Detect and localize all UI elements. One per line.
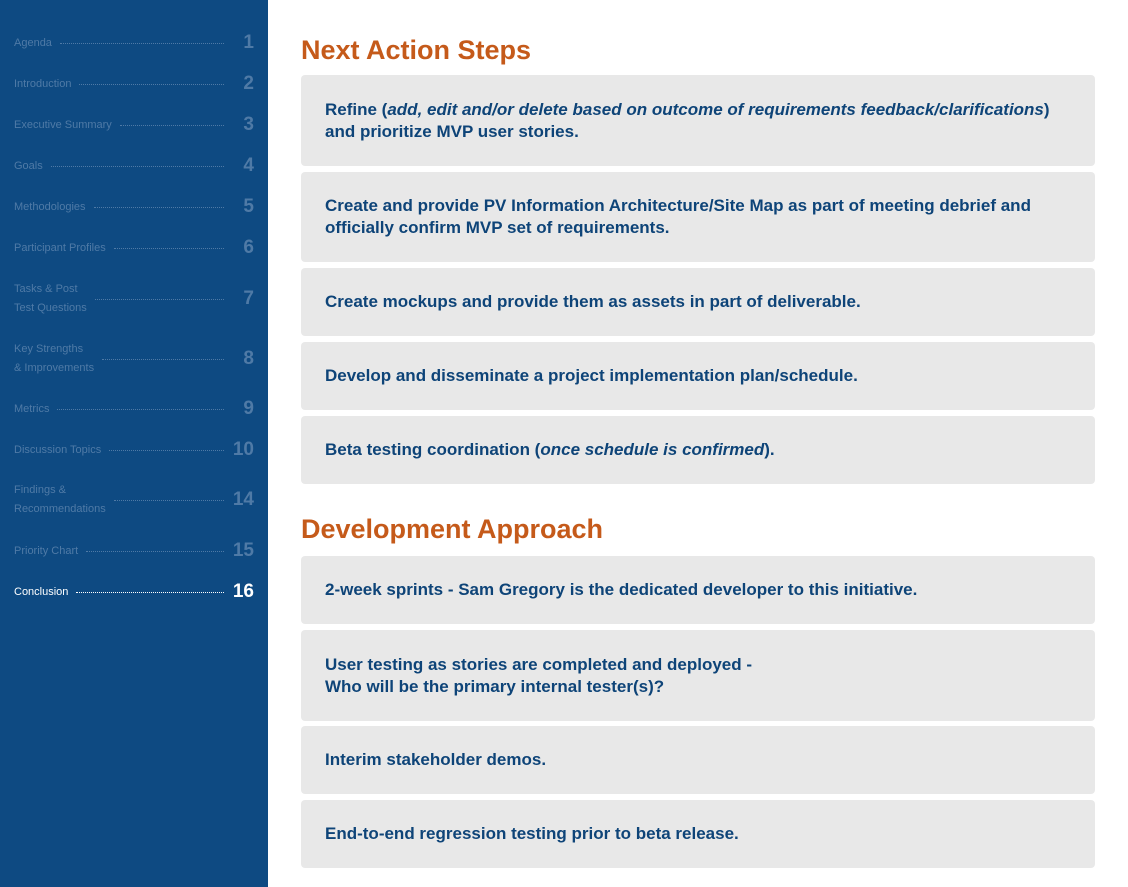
- development-approach-title: Development Approach: [301, 514, 604, 544]
- dotted-leader: [94, 298, 224, 300]
- card-text: Develop and disseminate a project implem…: [325, 366, 858, 385]
- approach-card: User testing as stories are completed an…: [301, 630, 1095, 721]
- sidebar-item-page-number: 10: [232, 439, 254, 460]
- dotted-leader: [50, 165, 224, 167]
- dotted-leader: [79, 83, 224, 85]
- approach-card: Interim stakeholder demos.: [301, 726, 1095, 794]
- sidebar-item-page-number: 2: [243, 73, 254, 94]
- dotted-leader: [109, 449, 224, 451]
- approach-card: 2-week sprints - Sam Gregory is the dedi…: [301, 556, 1095, 624]
- sidebar-item-page-number: 4: [243, 155, 254, 176]
- sidebar-item-page-number: 7: [243, 288, 254, 309]
- dotted-leader: [86, 550, 224, 552]
- sidebar-item-page-number: 3: [243, 114, 254, 135]
- sidebar-item-page-number: 9: [243, 398, 254, 419]
- sidebar-item-page-number: 14: [232, 489, 254, 510]
- sidebar-item-page-number: 1: [243, 32, 254, 53]
- action-step-card: Develop and disseminate a project implem…: [301, 342, 1095, 410]
- action-step-card: Create mockups and provide them as asset…: [301, 268, 1095, 336]
- sidebar-item-label: Methodologies: [14, 200, 86, 213]
- dotted-leader: [113, 499, 224, 501]
- sidebar-item-label: Agenda: [14, 36, 52, 49]
- sidebar-item[interactable]: Agenda 1: [14, 32, 254, 53]
- sidebar-item[interactable]: Executive Summary 3: [14, 114, 254, 135]
- sidebar-item[interactable]: Findings & Recommendations 14: [14, 481, 254, 519]
- sidebar-item-label: Participant Profiles: [14, 241, 106, 254]
- sidebar-item-label: Metrics: [14, 402, 50, 415]
- sidebar-item-label: Introduction: [14, 77, 72, 90]
- dotted-leader: [113, 247, 224, 249]
- sidebar-item-page-number: 8: [243, 348, 254, 369]
- card-text: End-to-end regression testing prior to b…: [325, 824, 739, 843]
- approach-card: End-to-end regression testing prior to b…: [301, 800, 1095, 868]
- sidebar-item-label: Conclusion: [14, 585, 69, 598]
- dotted-leader: [76, 591, 224, 593]
- card-text: 2-week sprints - Sam Gregory is the dedi…: [325, 580, 918, 599]
- dotted-leader: [59, 42, 224, 44]
- dotted-leader: [102, 358, 224, 360]
- sidebar-item-page-number: 16: [232, 581, 254, 602]
- sidebar-item[interactable]: Participant Profiles 6: [14, 237, 254, 258]
- sidebar-item-label: Priority Chart: [14, 544, 79, 557]
- sidebar-item-label: Tasks & Post Test Questions: [14, 283, 87, 314]
- card-text: Create mockups and provide them as asset…: [325, 292, 861, 311]
- sidebar-item-page-number: 15: [232, 540, 254, 561]
- sidebar-item[interactable]: Priority Chart 15: [14, 540, 254, 561]
- action-step-card: Beta testing coordination (once schedule…: [301, 416, 1095, 484]
- action-step-card: Create and provide PV Information Archit…: [301, 172, 1095, 262]
- sidebar-nav: Agenda 1 Introduction 2 Executive Summary 3 Go…: [0, 0, 268, 887]
- sidebar-item-label: Executive Summary: [14, 118, 112, 131]
- sidebar-item[interactable]: Introduction 2: [14, 73, 254, 94]
- card-text: User testing as stories are completed an…: [325, 654, 753, 696]
- next-action-steps-title: Next Action Steps: [301, 35, 532, 65]
- sidebar-item[interactable]: Methodologies 5: [14, 196, 254, 217]
- dotted-leader: [57, 408, 224, 410]
- card-text: Interim stakeholder demos.: [325, 750, 547, 769]
- dotted-leader: [119, 124, 224, 126]
- sidebar-item[interactable]: Key Strengths & Improvements 8: [14, 340, 254, 378]
- sidebar-item-label: Key Strengths & Improvements: [14, 343, 95, 374]
- sidebar-item[interactable]: Goals 4: [14, 155, 254, 176]
- sidebar-item-label: Goals: [14, 159, 43, 172]
- sidebar-item-page-number: 6: [243, 237, 254, 258]
- dotted-leader: [93, 206, 224, 208]
- sidebar-item-label: Findings & Recommendations: [14, 484, 106, 515]
- sidebar-item[interactable]: Tasks & Post Test Questions 7: [14, 280, 254, 318]
- action-step-card: Refine (add, edit and/or delete based on…: [301, 75, 1095, 166]
- sidebar-item-label: Discussion Topics: [14, 443, 102, 456]
- card-text: Refine (add, edit and/or delete based on…: [325, 99, 1050, 141]
- sidebar-item[interactable]: Discussion Topics 10: [14, 439, 254, 460]
- card-text: Beta testing coordination (once schedule…: [325, 440, 775, 459]
- card-text: Create and provide PV Information Archit…: [325, 196, 1031, 237]
- sidebar-item-page-number: 5: [243, 196, 254, 217]
- sidebar-item[interactable]: Conclusion 16: [14, 581, 254, 602]
- sidebar-item[interactable]: Metrics 9: [14, 398, 254, 419]
